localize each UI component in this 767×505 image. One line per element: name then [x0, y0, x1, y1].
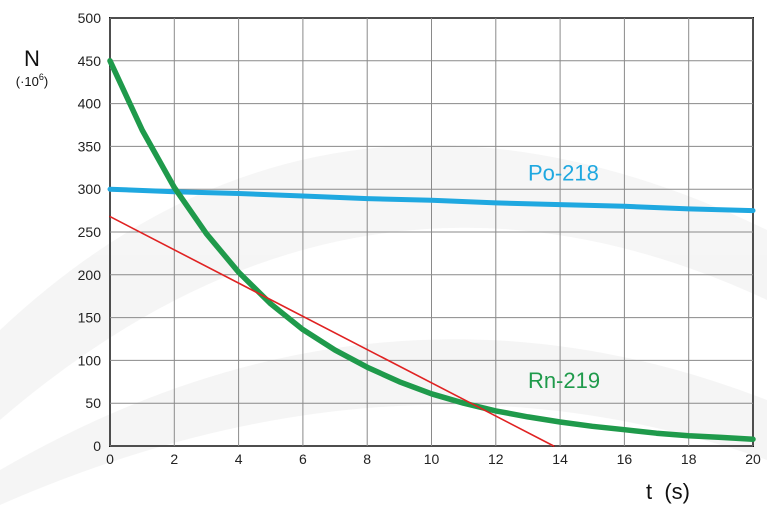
- x-tick-label: 20: [745, 451, 761, 467]
- x-tick-label: 2: [170, 451, 178, 467]
- y-tick-label: 50: [85, 395, 101, 411]
- series-label-po-218: Po-218: [528, 161, 599, 186]
- y-tick-label: 350: [78, 138, 102, 154]
- x-tick-label: 16: [617, 451, 633, 467]
- y-tick-label: 200: [78, 267, 102, 283]
- y-axis-unit: (·106): [16, 72, 48, 89]
- y-axis-label: N: [24, 46, 40, 71]
- y-tick-label: 150: [78, 310, 102, 326]
- x-tick-label: 12: [488, 451, 504, 467]
- series-line-po-218: [107, 186, 756, 214]
- x-tick-labels: 0 2 4 6 8 10 12 14 16 18 20: [106, 451, 761, 467]
- series-lines: [107, 58, 756, 447]
- y-axis-unit-exponent: 6: [39, 72, 44, 82]
- x-tick-label: 8: [363, 451, 371, 467]
- series-label-rn-219: Rn-219: [528, 368, 600, 393]
- y-tick-label: 300: [78, 181, 102, 197]
- series-labels: Po-218 Rn-219: [528, 161, 600, 393]
- x-tick-label: 0: [106, 451, 114, 467]
- y-tick-label: 0: [93, 438, 101, 454]
- x-tick-label: 14: [552, 451, 568, 467]
- y-tick-label: 450: [78, 53, 102, 69]
- x-axis-label: t (s): [646, 479, 690, 504]
- y-tick-label: 500: [78, 10, 102, 26]
- y-tick-label: 250: [78, 224, 102, 240]
- gridlines: [109, 17, 754, 447]
- y-tick-labels: 0 50 100 150 200 250 300 350 400 450 500: [78, 10, 102, 454]
- series-line-rn-219: [107, 58, 756, 442]
- x-tick-label: 4: [235, 451, 243, 467]
- y-tick-label: 100: [78, 352, 102, 368]
- x-tick-label: 10: [424, 451, 440, 467]
- x-tick-label: 18: [681, 451, 697, 467]
- tangent-line: [109, 215, 555, 447]
- x-tick-label: 6: [299, 451, 307, 467]
- y-tick-label: 400: [78, 96, 102, 112]
